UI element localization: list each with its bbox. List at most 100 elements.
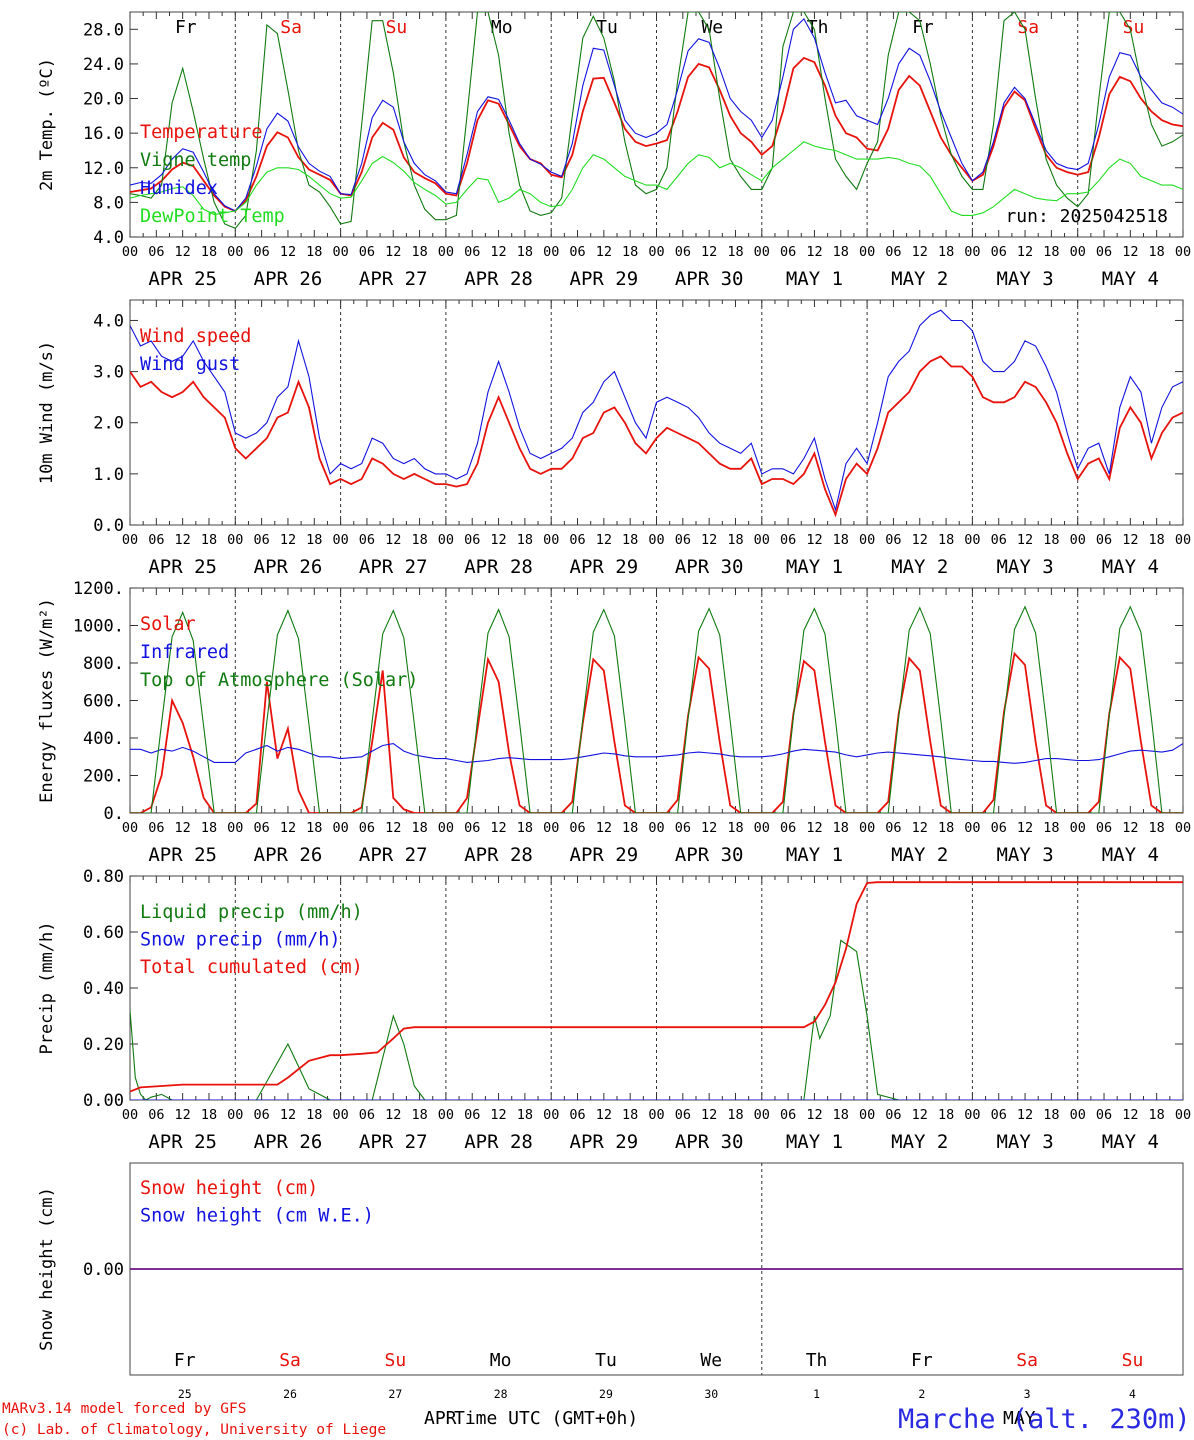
hour-tick-label: 12: [1122, 820, 1138, 836]
hour-tick-label: 18: [727, 532, 743, 548]
hour-tick-label: 18: [938, 244, 954, 260]
hour-tick-label: 12: [385, 820, 401, 836]
date-label: APR 28: [464, 844, 533, 866]
hour-tick-label: 00: [1175, 244, 1191, 260]
weekday-label: Sa: [1017, 17, 1039, 38]
y-tick-label: 1000.: [73, 617, 124, 637]
hour-tick-label: 18: [201, 820, 217, 836]
hour-tick-label: 12: [701, 244, 717, 260]
hour-tick-label: 06: [253, 244, 269, 260]
hour-tick-label: 00: [332, 244, 348, 260]
hour-tick-label: 12: [806, 244, 822, 260]
apr-label: APR: [424, 1408, 457, 1429]
weekday-label: Su: [386, 17, 408, 38]
date-label: MAY 1: [786, 556, 843, 578]
date-label: MAY 1: [786, 268, 843, 290]
hour-tick-label: 06: [885, 1107, 901, 1123]
hour-tick-label: 12: [596, 820, 612, 836]
hour-tick-label: 18: [306, 820, 322, 836]
hour-tick-label: 18: [938, 820, 954, 836]
hour-tick-label: 00: [754, 532, 770, 548]
hour-tick-label: 06: [1096, 1107, 1112, 1123]
hour-tick-label: 18: [727, 244, 743, 260]
hour-tick-label: 12: [701, 820, 717, 836]
y-axis-label: Snow height (cm): [37, 1187, 57, 1351]
hour-tick-label: 18: [201, 532, 217, 548]
hour-tick-label: 06: [780, 244, 796, 260]
hour-tick-label: 06: [569, 820, 585, 836]
y-axis-label: 10m Wind (m/s): [37, 341, 57, 484]
hour-tick-label: 12: [806, 532, 822, 548]
hour-tick-label: 18: [201, 244, 217, 260]
series-line-solar: [130, 651, 1183, 813]
hour-tick-label: 06: [885, 244, 901, 260]
y-tick-label: 2.0: [93, 414, 124, 434]
date-label: APR 27: [359, 556, 428, 578]
weekday-label: Sa: [280, 17, 302, 38]
date-label: APR 27: [359, 1131, 428, 1153]
hour-tick-label: 18: [1043, 820, 1059, 836]
hour-tick-label: 18: [411, 1107, 427, 1123]
legend-entry: DewPoint Temp: [140, 206, 285, 227]
hour-tick-label: 06: [991, 820, 1007, 836]
hour-tick-label: 00: [1070, 820, 1086, 836]
hour-tick-label: 00: [754, 244, 770, 260]
hour-tick-label: 06: [359, 1107, 375, 1123]
y-axis-label: Precip (mm/h): [37, 921, 57, 1054]
series-line-infrared: [130, 743, 1183, 764]
hour-tick-label: 00: [964, 1107, 980, 1123]
hour-tick-label: 12: [385, 532, 401, 548]
hour-tick-label: 12: [701, 532, 717, 548]
hour-tick-label: 00: [227, 820, 243, 836]
hour-tick-label: 06: [991, 532, 1007, 548]
hour-tick-label: 18: [201, 1107, 217, 1123]
hour-tick-label: 00: [227, 1107, 243, 1123]
hour-tick-label: 00: [1175, 532, 1191, 548]
hour-tick-label: 12: [912, 1107, 928, 1123]
date-label: APR 25: [148, 556, 217, 578]
hour-tick-label: 18: [517, 1107, 533, 1123]
y-tick-label: 400.: [83, 729, 124, 749]
date-label: APR 26: [254, 1131, 323, 1153]
hour-tick-label: 06: [253, 532, 269, 548]
may-label: MAY: [1003, 1408, 1036, 1429]
hour-tick-label: 00: [543, 532, 559, 548]
hour-tick-label: 18: [1043, 532, 1059, 548]
hour-tick-label: 12: [1017, 820, 1033, 836]
hour-tick-label: 00: [332, 1107, 348, 1123]
station-label: Marche (alt. 230m): [898, 1404, 1191, 1435]
date-label: MAY 3: [996, 556, 1053, 578]
series-line-wind-speed: [130, 355, 1183, 518]
hour-tick-label: 18: [306, 1107, 322, 1123]
run-annotation: run: 2025042518: [1005, 206, 1168, 227]
hour-tick-label: 18: [306, 244, 322, 260]
hour-tick-label: 12: [385, 1107, 401, 1123]
day-number-label: 25: [178, 1387, 192, 1401]
hour-tick-label: 06: [464, 820, 480, 836]
y-tick-label: 4.0: [93, 311, 124, 331]
hour-tick-label: 18: [1043, 1107, 1059, 1123]
hour-tick-label: 00: [122, 532, 138, 548]
y-tick-label: 0.00: [83, 1091, 124, 1111]
hour-tick-label: 18: [622, 244, 638, 260]
hour-tick-label: 00: [227, 532, 243, 548]
date-label: APR 26: [254, 268, 323, 290]
date-label: MAY 4: [1102, 268, 1159, 290]
hour-tick-label: 12: [912, 244, 928, 260]
hour-tick-label: 00: [543, 244, 559, 260]
y-axis-label: 2m Temp. (ºC): [37, 58, 57, 191]
hour-tick-label: 00: [1175, 820, 1191, 836]
day-number-label: 3: [1024, 1387, 1031, 1401]
date-label: MAY 1: [786, 1131, 843, 1153]
hour-tick-label: 06: [885, 532, 901, 548]
hour-tick-label: 00: [1070, 244, 1086, 260]
y-axis-label: Energy fluxes (W/m²): [37, 598, 57, 803]
date-label: MAY 3: [996, 1131, 1053, 1153]
legend-entry: Temperature: [140, 122, 263, 143]
legend-entry: Wind gust: [140, 354, 240, 375]
legend-entry: Liquid precip (mm/h): [140, 902, 363, 923]
hour-tick-label: 12: [806, 820, 822, 836]
series-line-top-of-atmosphere-solar-: [130, 605, 1183, 813]
hour-tick-label: 18: [727, 820, 743, 836]
hour-tick-label: 06: [780, 532, 796, 548]
